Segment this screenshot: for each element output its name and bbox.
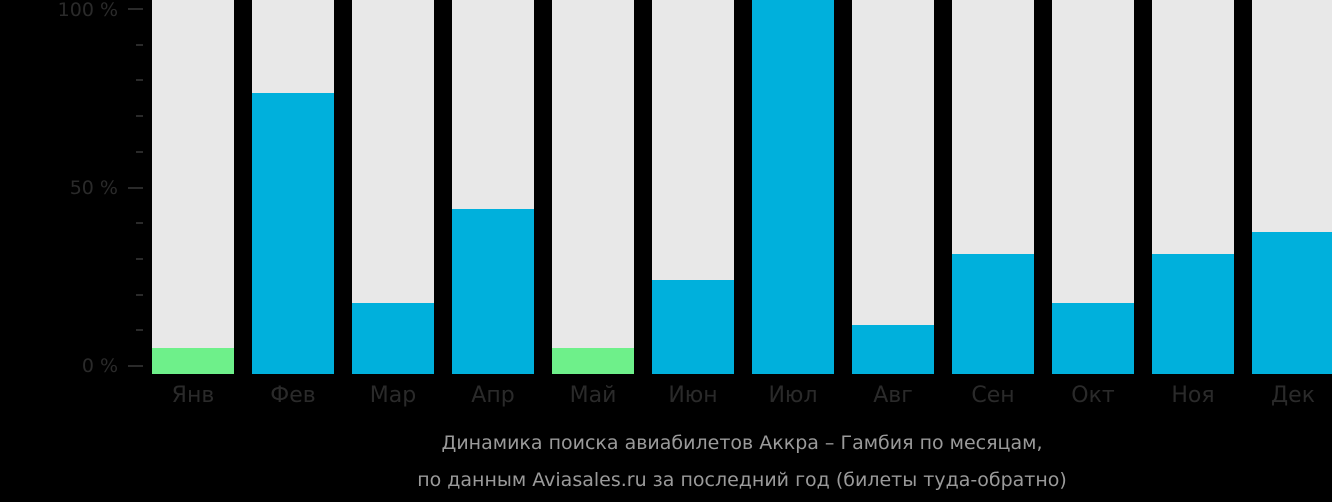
- y-axis-tick: [136, 294, 143, 296]
- bar-3: [352, 0, 434, 374]
- bar-7: [752, 0, 834, 374]
- bar-6: [652, 0, 734, 374]
- bar-value: [652, 280, 734, 374]
- bar-4: [452, 0, 534, 374]
- chart-subtitle: по данным Aviasales.ru за последний год …: [417, 469, 1067, 491]
- chart-title: Динамика поиска авиабилетов Аккра – Гамб…: [441, 432, 1043, 454]
- y-axis-tick: [128, 8, 143, 10]
- bar-value: [252, 93, 334, 374]
- bar-value: [452, 209, 534, 374]
- bar-5: [552, 0, 634, 374]
- x-axis-label: Июн: [668, 383, 718, 408]
- x-axis-label: Апр: [471, 383, 515, 408]
- bar-1: [152, 0, 234, 374]
- x-axis-label: Дек: [1270, 383, 1315, 408]
- bar-value: [152, 348, 234, 374]
- x-axis-label: Май: [569, 383, 617, 408]
- y-axis-tick: [136, 79, 143, 81]
- bar-8: [852, 0, 934, 374]
- y-axis-label-50: 50 %: [69, 177, 118, 199]
- x-axis-label: Мар: [369, 383, 417, 408]
- bar-10: [1052, 0, 1134, 374]
- bar-value: [752, 0, 834, 374]
- y-axis-tick: [136, 329, 143, 331]
- y-axis-tick: [136, 115, 143, 117]
- y-axis-tick: [136, 44, 143, 46]
- bar-value: [552, 348, 634, 374]
- bar-9: [952, 0, 1034, 374]
- x-axis-label: Авг: [873, 383, 913, 408]
- bar-value: [1252, 232, 1332, 374]
- y-axis-tick: [128, 187, 143, 189]
- bar-value: [1052, 303, 1134, 374]
- y-axis-label-0: 0 %: [81, 355, 118, 377]
- bar-11: [1152, 0, 1234, 374]
- bar-2: [252, 0, 334, 374]
- bar-value: [852, 325, 934, 374]
- y-axis-tick: [136, 151, 143, 153]
- bar-value: [1152, 254, 1234, 374]
- y-axis-tick: [136, 258, 143, 260]
- x-axis-label: Янв: [171, 383, 215, 408]
- x-axis-label: Июл: [768, 383, 818, 408]
- y-axis-label-100: 100 %: [57, 0, 118, 21]
- bar-value: [352, 303, 434, 374]
- y-axis-tick: [128, 365, 143, 367]
- y-axis-tick: [136, 222, 143, 224]
- x-axis-label: Сен: [971, 383, 1015, 408]
- bar-value: [952, 254, 1034, 374]
- x-axis-label: Фев: [270, 383, 316, 408]
- x-axis-label: Ноя: [1171, 383, 1215, 408]
- bar-12: [1252, 0, 1332, 374]
- x-axis-label: Окт: [1071, 383, 1115, 408]
